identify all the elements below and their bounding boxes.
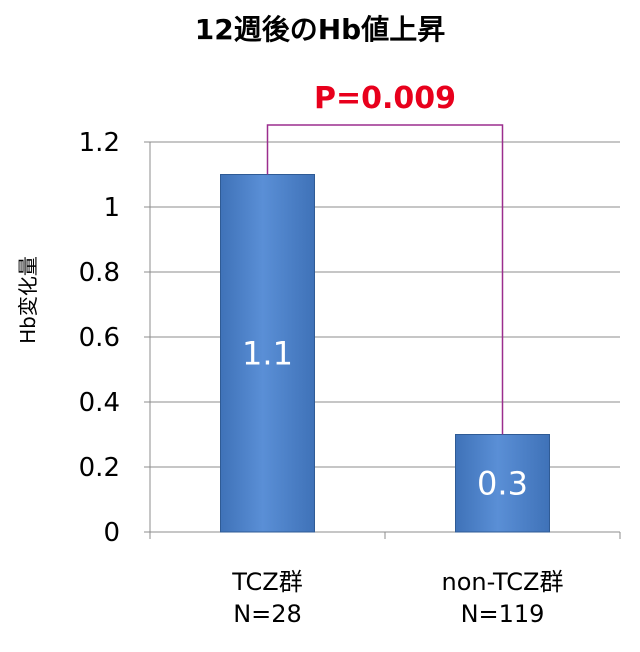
x-tick-label-sub: N=119 xyxy=(461,600,545,628)
y-tick-label: 0.8 xyxy=(79,258,120,288)
chart-title: 12週後のHb値上昇 xyxy=(194,13,446,46)
y-tick-label: 0.2 xyxy=(79,453,120,483)
y-tick-label: 0 xyxy=(103,518,120,548)
data-label: 1.1 xyxy=(242,334,293,372)
y-tick-label: 1.2 xyxy=(79,128,120,158)
x-tick-label-sub: N=28 xyxy=(233,600,302,628)
y-tick-label: 1 xyxy=(103,193,120,223)
x-tick-label: TCZ群 xyxy=(231,568,302,596)
p-value-annotation: P=0.009 xyxy=(314,81,456,116)
bar xyxy=(220,174,315,533)
y-tick-label: 0.4 xyxy=(79,388,120,418)
bar xyxy=(455,434,550,533)
data-label: 0.3 xyxy=(477,464,528,502)
y-tick-label: 0.6 xyxy=(79,323,120,353)
x-tick-label: non-TCZ群 xyxy=(441,568,563,596)
significance-bracket xyxy=(266,124,504,435)
